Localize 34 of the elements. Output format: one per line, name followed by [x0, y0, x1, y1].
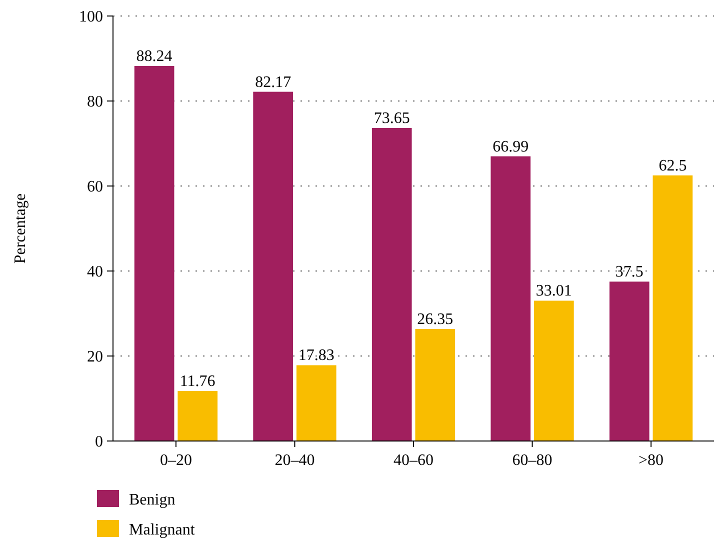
data-label: 11.76 — [180, 373, 216, 390]
x-tick-label: 0–20 — [160, 452, 192, 469]
x-tick-label: 20–40 — [274, 452, 315, 469]
y-axis-title: Percentage — [12, 193, 29, 264]
bar — [372, 128, 412, 441]
y-tick-label: 20 — [87, 348, 103, 366]
y-tick-label: 80 — [87, 94, 103, 111]
bar — [415, 329, 456, 441]
data-label: 26.35 — [417, 311, 454, 328]
legend-label: Benign — [129, 492, 176, 509]
bar — [134, 66, 174, 441]
bar — [609, 282, 650, 441]
x-tick-label: >80 — [638, 452, 664, 469]
data-label: 33.01 — [536, 282, 572, 300]
y-tick-label: 100 — [79, 8, 103, 26]
y-tick-label: 60 — [87, 178, 103, 196]
bar — [490, 156, 531, 441]
bar — [178, 391, 218, 441]
data-label: 37.5 — [615, 264, 644, 281]
data-label: 62.5 — [658, 157, 687, 174]
data-label: 17.83 — [298, 347, 334, 364]
bar — [253, 92, 293, 441]
data-label: 88.24 — [136, 48, 172, 65]
bar — [296, 365, 336, 441]
data-label: 73.65 — [374, 110, 410, 127]
data-label: 66.99 — [492, 138, 529, 156]
legend-label: Malignant — [129, 522, 196, 539]
x-tick-label: 60–80 — [512, 452, 552, 469]
y-tick-label: 0 — [95, 434, 103, 451]
x-tick-label: 40–60 — [394, 452, 434, 469]
bar — [652, 175, 693, 441]
y-tick-label: 40 — [87, 264, 103, 281]
bar — [534, 300, 574, 441]
data-label: 82.17 — [255, 74, 292, 91]
